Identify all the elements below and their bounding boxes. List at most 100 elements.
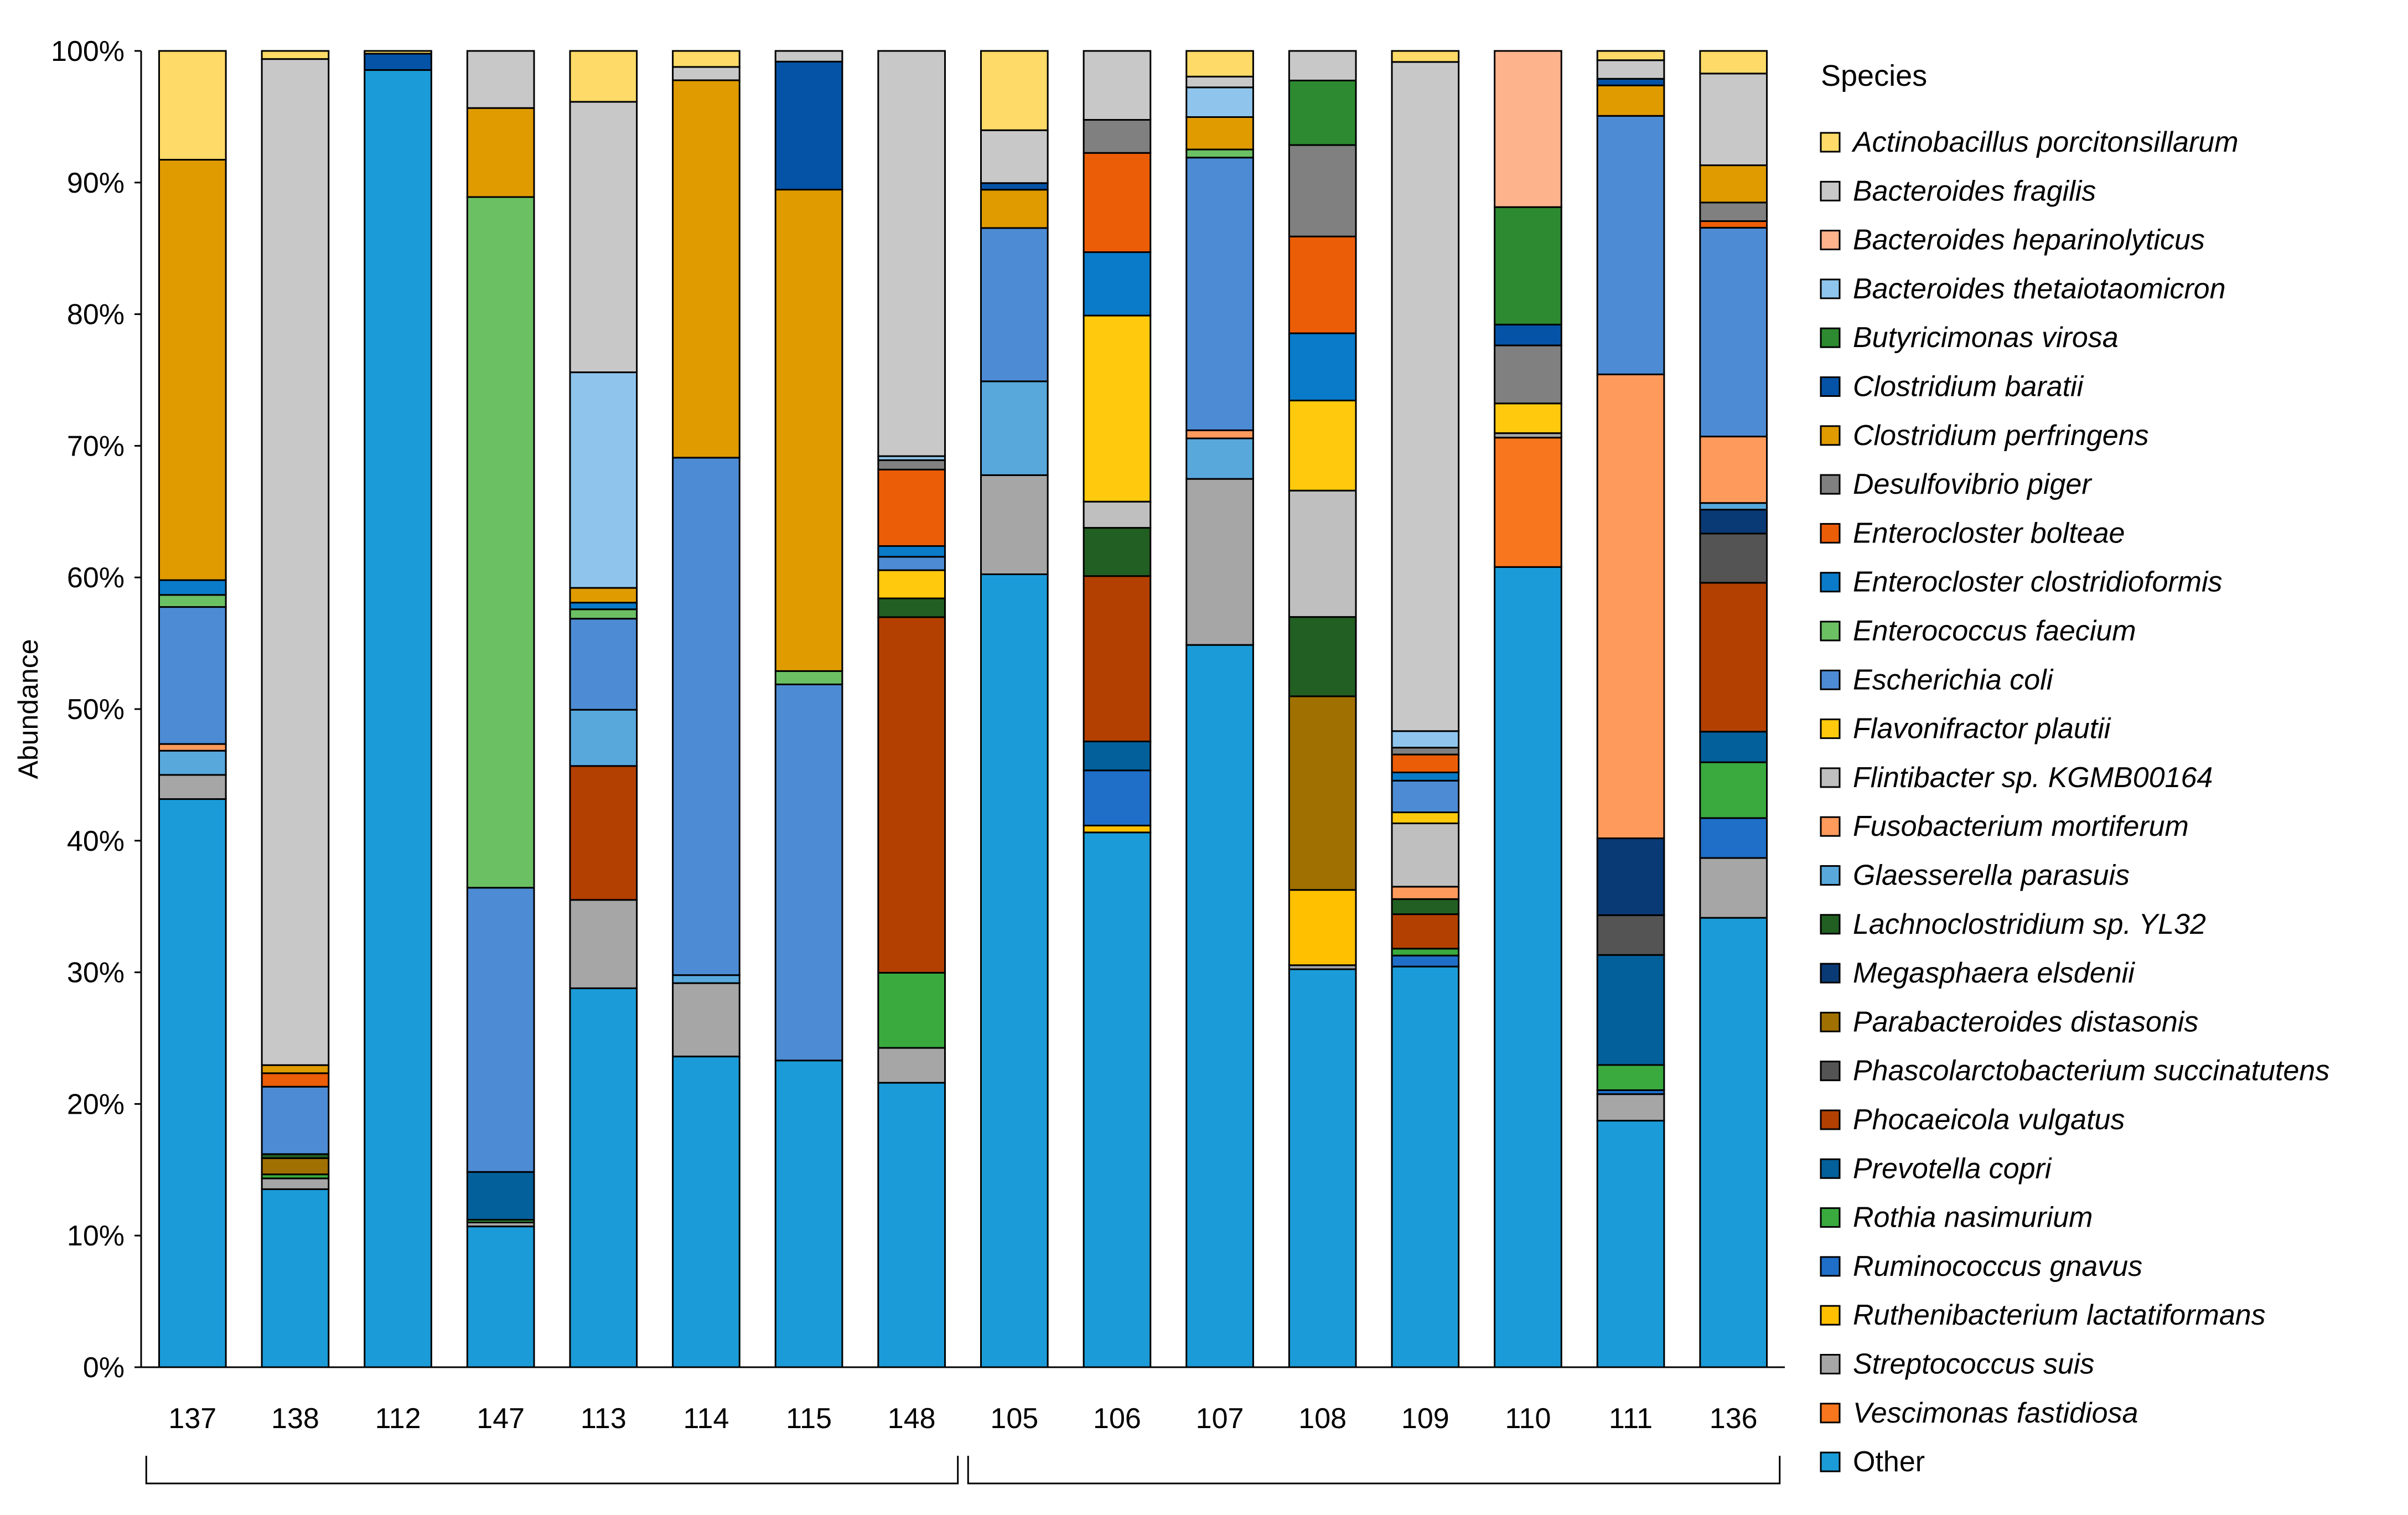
bar-segment-parabacteroides-distasonis-138 xyxy=(261,1157,330,1176)
bar-segment-escherichia-coli-147 xyxy=(466,887,535,1173)
bar-segment-clostridium-baratii-111 xyxy=(1596,77,1665,86)
bar-segment-clostridium-baratii-115 xyxy=(774,60,843,191)
bar-segment-flintibacter-sp-kgmb00164-106 xyxy=(1083,500,1152,529)
bar-segment-streptococcus-suis-136 xyxy=(1699,857,1768,919)
bar-segment-bacteroides-fragilis-147 xyxy=(466,50,535,109)
legend-label-clostridium-perfringens: Clostridium perfringens xyxy=(1853,420,2149,452)
x-tick-label: 115 xyxy=(786,1403,832,1435)
bar-segment-actinobacillus-porcitonsillarum-109 xyxy=(1391,50,1460,63)
legend-swatch-bacteroides-thetaiotaomicron xyxy=(1820,278,1841,299)
legend-swatch-ruthenibacterium-lactatiformans xyxy=(1820,1305,1841,1326)
bar-segment-clostridium-baratii-110 xyxy=(1494,323,1562,347)
bar-segment-clostridium-baratii-112 xyxy=(364,53,432,71)
legend-swatch-clostridium-perfringens xyxy=(1820,425,1841,446)
bar-segment-actinobacillus-porcitonsillarum-113 xyxy=(569,50,638,103)
bar-segment-other-113 xyxy=(569,987,638,1368)
bar-segment-prevotella-copri-147 xyxy=(466,1171,535,1221)
bar-segment-escherichia-coli-138 xyxy=(261,1085,330,1155)
legend-label-escherichia-coli: Escherichia coli xyxy=(1853,664,2054,696)
legend-label-clostridium-baratii: Clostridium baratii xyxy=(1853,371,2084,403)
bar-segment-flavonifractor-plautii-110 xyxy=(1494,402,1562,435)
bar-segment-other-147 xyxy=(466,1226,535,1368)
y-tick-label: 50% xyxy=(67,694,125,726)
bar-segment-bacteroides-fragilis-114 xyxy=(672,66,740,81)
bar-segment-phocaeicola-vulgatus-109 xyxy=(1391,913,1460,950)
y-tick-label: 90% xyxy=(67,167,125,199)
bar-segment-streptococcus-suis-148 xyxy=(877,1047,946,1084)
bar-segment-escherichia-coli-109 xyxy=(1391,779,1460,814)
bar-segment-phocaeicola-vulgatus-148 xyxy=(877,616,946,974)
bar-segment-clostridium-perfringens-114 xyxy=(672,79,740,459)
legend-label-actinobacillus-porcitonsillarum: Actinobacillus porcitonsillarum xyxy=(1851,126,2239,158)
bar-segment-enterococcus-faecium-147 xyxy=(466,196,535,889)
bar-segment-enterocloster-clostridioformis-113 xyxy=(569,602,638,611)
bar-segment-clostridium-perfringens-111 xyxy=(1596,84,1665,117)
bar-segment-ruthenibacterium-lactatiformans-106 xyxy=(1083,824,1152,834)
bar-segment-lachnoclostridium-sp-yl32-108 xyxy=(1288,616,1357,697)
bar-segment-actinobacillus-porcitonsillarum-111 xyxy=(1596,50,1665,61)
legend-swatch-enterocloster-clostridioformis xyxy=(1820,572,1841,593)
bar-segment-escherichia-coli-107 xyxy=(1185,157,1254,431)
legend-label-bacteroides-fragilis: Bacteroides fragilis xyxy=(1853,175,2096,207)
bar-segment-escherichia-coli-111 xyxy=(1596,115,1665,375)
bar-segment-lachnoclostridium-sp-yl32-106 xyxy=(1083,527,1152,577)
bar-segment-ruthenibacterium-lactatiformans-108 xyxy=(1288,889,1357,966)
bar-segment-butyricimonas-virosa-108 xyxy=(1288,79,1357,146)
bar-segment-other-148 xyxy=(877,1082,946,1368)
legend-label-desulfovibrio-piger: Desulfovibrio piger xyxy=(1853,468,2093,500)
bar-segment-enterocloster-clostridioformis-109 xyxy=(1391,771,1460,782)
legend-label-prevotella-copri: Prevotella copri xyxy=(1853,1152,2052,1185)
bar-segment-enterocloster-bolteae-108 xyxy=(1288,235,1357,334)
legend-label-phascolarctobacterium-succinatutens: Phascolarctobacterium succinatutens xyxy=(1853,1055,2329,1087)
x-tick-label: 112 xyxy=(375,1403,421,1435)
bar-segment-bacteroides-fragilis-106 xyxy=(1083,50,1152,121)
x-tick-label: 110 xyxy=(1505,1403,1551,1435)
group-bracket-control-group xyxy=(145,1456,959,1485)
bar-segment-phascolarctobacterium-succinatutens-111 xyxy=(1596,914,1665,956)
bar-segment-flavonifractor-plautii-106 xyxy=(1083,314,1152,503)
bar-segment-ruminococcus-gnavus-109 xyxy=(1391,954,1460,968)
legend-swatch-lachnoclostridium-sp-yl32 xyxy=(1820,914,1841,935)
bar-segment-escherichia-coli-148 xyxy=(877,556,946,571)
bar-segment-vescimonas-fastidiosa-110 xyxy=(1494,437,1562,568)
bar-segment-enterocloster-clostridioformis-137 xyxy=(158,579,227,596)
bar-segment-fusobacterium-mortiferum-136 xyxy=(1699,436,1768,504)
bar-segment-megasphaera-elsdenii-136 xyxy=(1699,509,1768,535)
bar-segment-enterocloster-bolteae-106 xyxy=(1083,152,1152,254)
legend-swatch-flintibacter-sp-kgmb00164 xyxy=(1820,767,1841,788)
bar-segment-enterocloster-bolteae-136 xyxy=(1699,220,1768,229)
bar-segment-actinobacillus-porcitonsillarum-138 xyxy=(261,50,330,60)
legend-label-glaesserella-parasuis: Glaesserella parasuis xyxy=(1853,860,2130,892)
legend-label-streptococcus-suis: Streptococcus suis xyxy=(1853,1348,2094,1380)
bar-segment-enterococcus-faecium-137 xyxy=(158,594,227,608)
bar-segment-prevotella-copri-111 xyxy=(1596,954,1665,1066)
x-tick-label: 113 xyxy=(581,1403,626,1435)
bar-segment-other-114 xyxy=(672,1056,740,1368)
legend-label-phocaeicola-vulgatus: Phocaeicola vulgatus xyxy=(1853,1104,2125,1136)
bar-segment-enterococcus-faecium-115 xyxy=(774,670,843,685)
bar-segment-other-105 xyxy=(980,573,1049,1368)
y-axis-title: Abundance xyxy=(13,639,44,779)
bar-segment-fusobacterium-mortiferum-107 xyxy=(1185,429,1254,439)
bar-segment-escherichia-coli-105 xyxy=(980,227,1049,382)
legend-swatch-actinobacillus-porcitonsillarum xyxy=(1820,132,1841,153)
legend-label-flavonifractor-plautii: Flavonifractor plautii xyxy=(1853,713,2111,745)
bar-segment-escherichia-coli-115 xyxy=(774,683,843,1062)
bar-segment-other-115 xyxy=(774,1059,843,1368)
bar-segment-prevotella-copri-106 xyxy=(1083,741,1152,772)
bar-segment-other-108 xyxy=(1288,968,1357,1368)
bars xyxy=(158,50,1768,1368)
bar-segment-bacteroides-fragilis-107 xyxy=(1185,75,1254,89)
legend-label-ruthenibacterium-lactatiformans: Ruthenibacterium lactatiformans xyxy=(1853,1299,2266,1331)
bar-segment-clostridium-perfringens-147 xyxy=(466,107,535,198)
bar-segment-clostridium-perfringens-136 xyxy=(1699,164,1768,204)
bar-segment-actinobacillus-porcitonsillarum-107 xyxy=(1185,50,1254,77)
bar-segment-streptococcus-suis-114 xyxy=(672,982,740,1058)
legend: Species Actinobacillus porcitonsillarum Ba… xyxy=(1820,59,2329,1478)
legend-swatch-enterocloster-bolteae xyxy=(1820,523,1841,544)
bar-segment-clostridium-perfringens-105 xyxy=(980,189,1049,229)
x-tick-label: 107 xyxy=(1196,1403,1244,1435)
bar-segment-actinobacillus-porcitonsillarum-136 xyxy=(1699,50,1768,75)
legend-swatch-enterococcus-faecium xyxy=(1820,621,1841,642)
bar-segment-enterocloster-bolteae-109 xyxy=(1391,753,1460,773)
